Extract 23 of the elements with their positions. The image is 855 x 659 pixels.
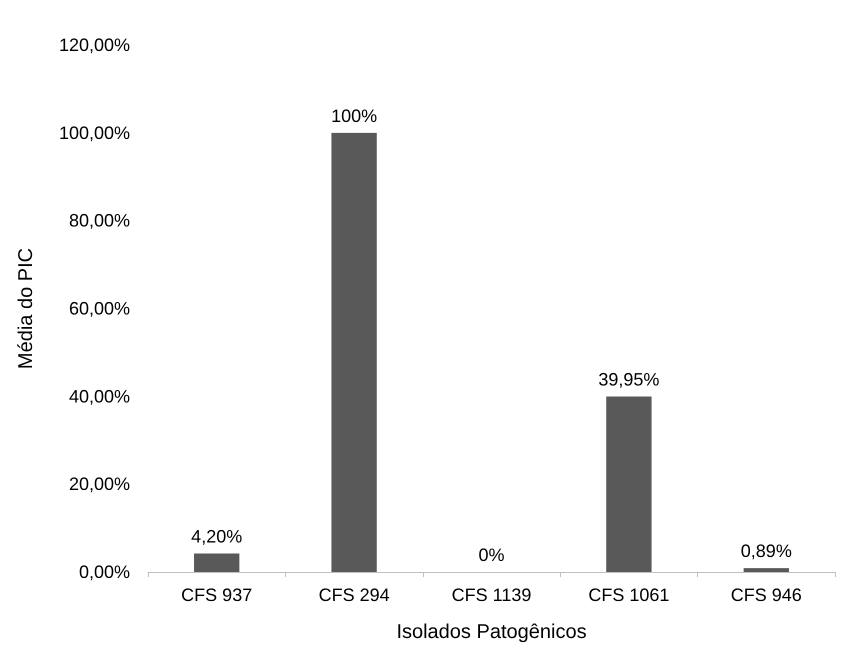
y-axis-title: Média do PIC xyxy=(15,248,37,370)
bar xyxy=(744,568,789,572)
y-tick-label: 20,00% xyxy=(68,474,130,494)
bar xyxy=(194,554,240,572)
x-tick-label: CFS 946 xyxy=(730,585,802,605)
data-label: 0,89% xyxy=(740,541,792,562)
data-label: 100% xyxy=(331,106,378,126)
x-tick-label: CFS 937 xyxy=(181,585,252,605)
data-label: 39,95% xyxy=(598,370,660,390)
y-tick-label: 100,00% xyxy=(58,122,130,143)
y-tick-label: 120,00% xyxy=(58,35,130,55)
y-tick-label: 60,00% xyxy=(68,298,130,318)
x-axis-title: Isolados Patogênicos xyxy=(396,621,587,643)
y-tick-label: 0,00% xyxy=(78,562,130,582)
bar xyxy=(331,132,377,572)
x-tick-label: CFS 294 xyxy=(318,585,390,605)
data-label: 4,20% xyxy=(191,526,242,547)
y-tick-label: 40,00% xyxy=(68,386,130,406)
data-label: 0% xyxy=(478,545,505,565)
x-tick-label: CFS 1061 xyxy=(588,585,670,605)
x-tick-label: CFS 1139 xyxy=(452,585,532,605)
bar xyxy=(606,396,652,572)
y-tick-label: 80,00% xyxy=(68,210,130,231)
